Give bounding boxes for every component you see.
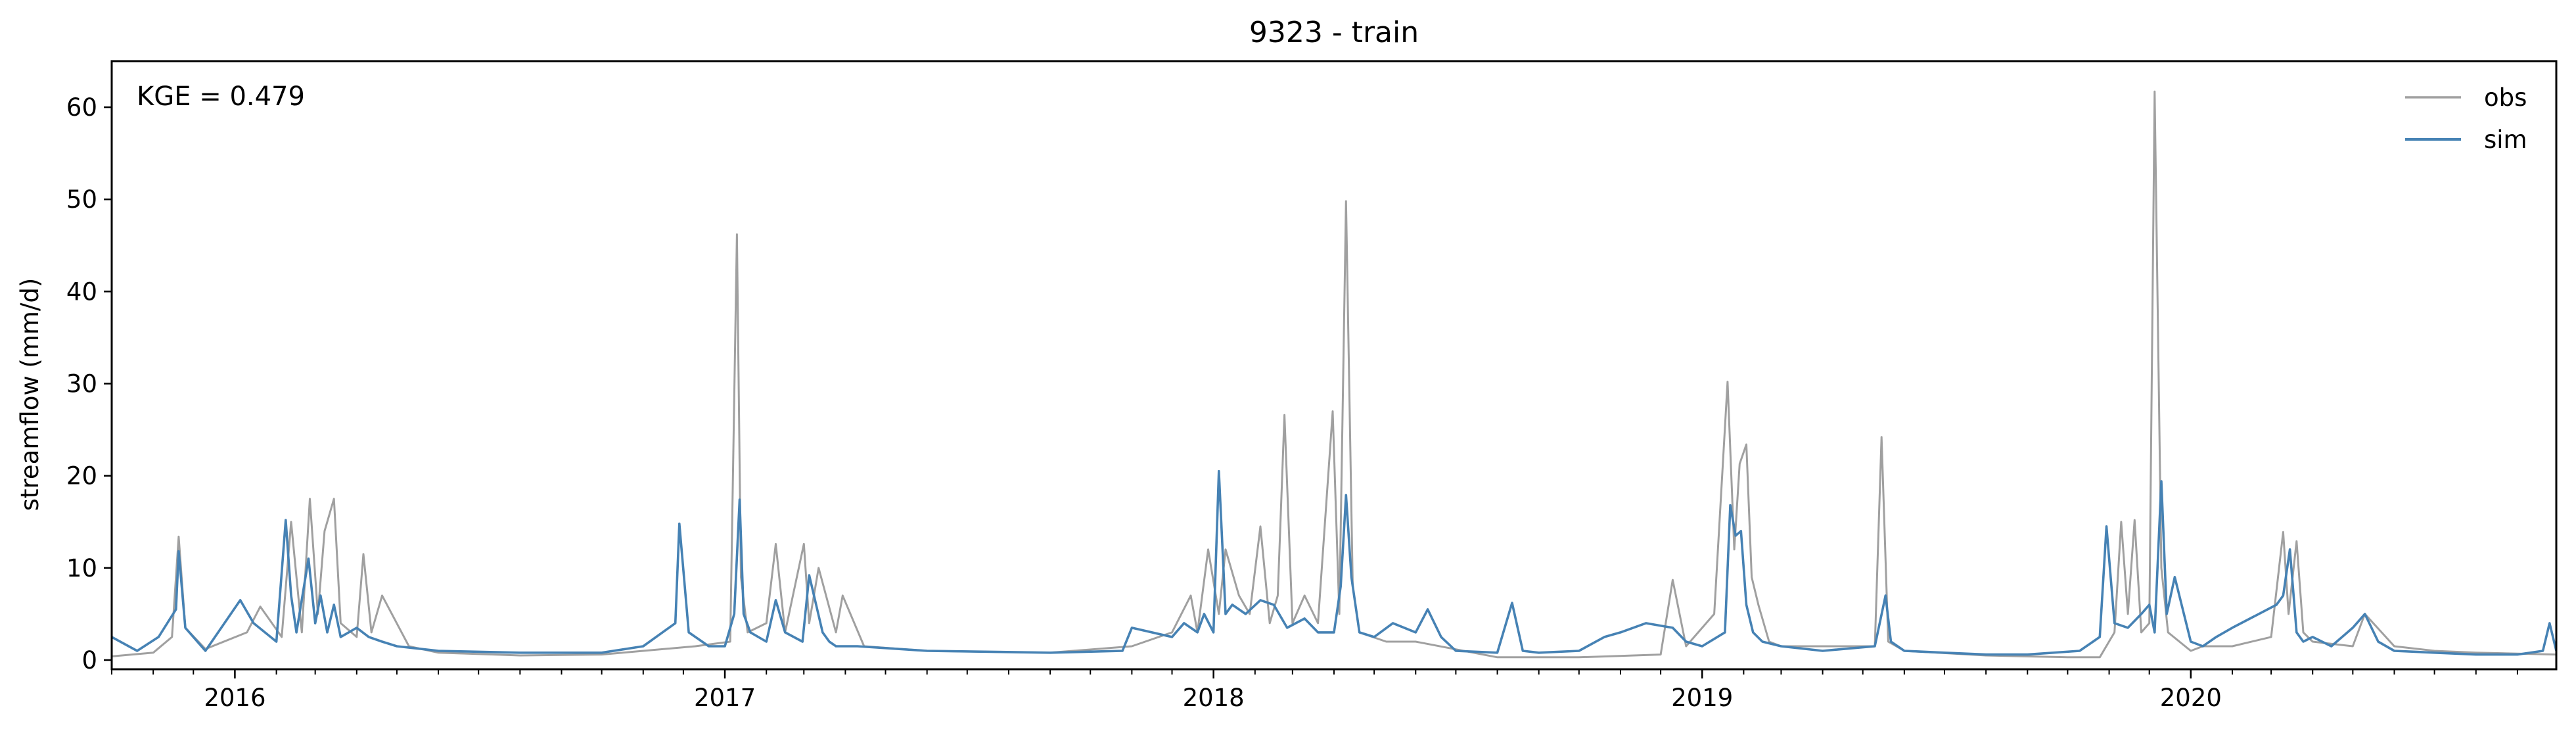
x-tick-label: 2016 <box>204 684 265 712</box>
legend-label-sim: sim <box>2484 126 2527 154</box>
y-tick-label: 30 <box>66 370 97 398</box>
series-layer <box>112 90 2556 659</box>
y-tick-label: 0 <box>81 646 97 675</box>
x-tick-label: 2019 <box>1671 684 1733 712</box>
x-axis: 2016 2017 2018 2019 2020 <box>111 669 2518 712</box>
series-line-obs <box>112 90 2556 659</box>
legend: obs sim <box>2405 83 2527 154</box>
y-tick-label: 10 <box>66 554 97 582</box>
x-tick-label: 2017 <box>694 684 756 712</box>
kge-annotation: KGE = 0.479 <box>137 82 305 112</box>
chart-title: 9323 - train <box>1249 16 1419 49</box>
y-tick-label: 50 <box>66 185 97 214</box>
x-tick-label: 2020 <box>2160 684 2222 712</box>
y-tick-label: 60 <box>66 93 97 122</box>
legend-label-obs: obs <box>2484 83 2527 112</box>
y-axis: 0 10 20 30 40 50 60 <box>66 93 112 675</box>
series-line-sim <box>112 469 2556 656</box>
x-tick-label: 2018 <box>1183 684 1245 712</box>
plot-area <box>110 60 2558 671</box>
y-tick-label: 40 <box>66 277 97 306</box>
y-axis-label: streamflow (mm/d) <box>16 278 44 511</box>
plot-frame <box>110 60 2558 671</box>
y-tick-label: 20 <box>66 462 97 490</box>
